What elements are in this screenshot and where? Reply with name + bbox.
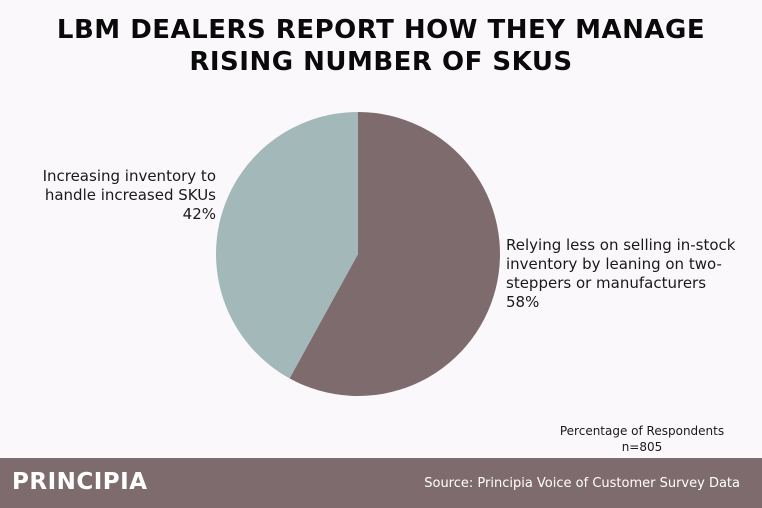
respondents-note-label: Percentage of Respondents [559, 424, 725, 438]
footer-bar: PRINCIPIA Source: Principia Voice of Cus… [0, 458, 762, 508]
sample-size: n=805 [621, 440, 663, 454]
pie-slice-increasing-inventory [216, 112, 358, 379]
respondents-note: Percentage of Respondents n=805 [542, 423, 742, 455]
pie-chart [216, 112, 500, 396]
slice-label-line: Increasing inventory to [42, 167, 216, 185]
chart-title-line-2: RISING NUMBER OF SKUS [189, 47, 573, 77]
pie-slice-relying-less [289, 112, 500, 396]
slice-label-line: Relying less on selling in-stock [506, 236, 736, 254]
slice-percent-label: 42% [182, 205, 216, 223]
slice-label-line: steppers or manufacturers [506, 274, 707, 292]
chart-title: LBM DEALERS REPORT HOW THEY MANAGE RISIN… [0, 14, 762, 78]
slice-label-line: inventory by leaning on two- [506, 255, 722, 273]
slice-label-line: handle increased SKUs [44, 186, 216, 204]
slice-percent-label: 58% [506, 293, 540, 311]
slice-label-relying-less: Relying less on selling in-stock invento… [506, 236, 746, 312]
slice-label-increasing-inventory: Increasing inventory to handle increased… [20, 167, 216, 224]
chart-title-line-1: LBM DEALERS REPORT HOW THEY MANAGE [56, 15, 706, 45]
source-note: Source: Principia Voice of Customer Surv… [424, 476, 740, 491]
brand-logo: PRINCIPIA [12, 469, 148, 495]
